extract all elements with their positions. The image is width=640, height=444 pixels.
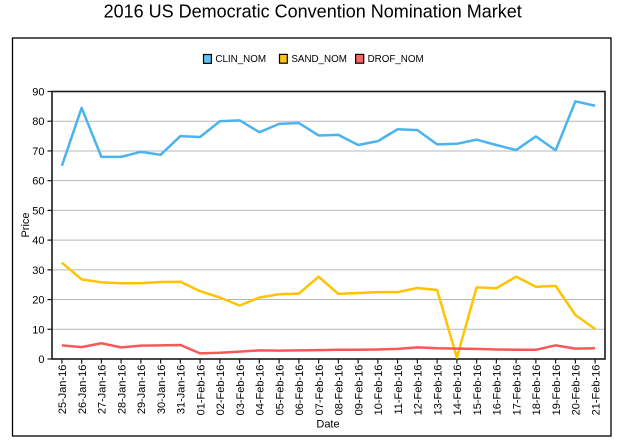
svg-text:30: 30 xyxy=(32,265,44,277)
svg-text:25-Jan-16: 25-Jan-16 xyxy=(57,365,69,415)
svg-text:01-Feb-16: 01-Feb-16 xyxy=(195,365,207,416)
svg-text:11-Feb-16: 11-Feb-16 xyxy=(393,365,405,415)
svg-text:Date: Date xyxy=(316,419,339,431)
svg-text:30-Jan-16: 30-Jan-16 xyxy=(156,365,168,415)
svg-text:Price: Price xyxy=(20,212,32,237)
svg-text:40: 40 xyxy=(32,235,44,247)
svg-text:03-Feb-16: 03-Feb-16 xyxy=(235,365,247,416)
svg-text:15-Feb-16: 15-Feb-16 xyxy=(472,365,484,416)
svg-text:07-Feb-16: 07-Feb-16 xyxy=(314,365,326,416)
svg-text:60: 60 xyxy=(32,176,44,188)
svg-text:17-Feb-16: 17-Feb-16 xyxy=(511,365,523,416)
svg-text:21-Feb-16: 21-Feb-16 xyxy=(590,365,602,416)
svg-text:10: 10 xyxy=(32,324,44,336)
svg-text:14-Feb-16: 14-Feb-16 xyxy=(452,365,464,416)
svg-text:50: 50 xyxy=(32,205,44,217)
svg-text:2016 US Democratic Convention: 2016 US Democratic Convention Nomination… xyxy=(104,2,522,22)
svg-text:05-Feb-16: 05-Feb-16 xyxy=(274,365,286,416)
svg-text:80: 80 xyxy=(32,116,44,128)
svg-text:27-Jan-16: 27-Jan-16 xyxy=(97,365,109,415)
svg-text:06-Feb-16: 06-Feb-16 xyxy=(294,365,306,416)
svg-text:SAND_NOM: SAND_NOM xyxy=(291,54,347,65)
svg-text:CLIN_NOM: CLIN_NOM xyxy=(215,54,266,65)
svg-text:20: 20 xyxy=(32,295,44,307)
svg-text:02-Feb-16: 02-Feb-16 xyxy=(215,365,227,416)
svg-text:DROF_NOM: DROF_NOM xyxy=(368,54,424,65)
svg-text:18-Feb-16: 18-Feb-16 xyxy=(531,365,543,416)
svg-text:90: 90 xyxy=(32,87,44,99)
svg-text:31-Jan-16: 31-Jan-16 xyxy=(176,365,188,415)
svg-text:10-Feb-16: 10-Feb-16 xyxy=(373,365,385,416)
svg-text:70: 70 xyxy=(32,146,44,158)
svg-text:19-Feb-16: 19-Feb-16 xyxy=(551,365,563,416)
svg-text:09-Feb-16: 09-Feb-16 xyxy=(353,365,365,416)
svg-text:26-Jan-16: 26-Jan-16 xyxy=(77,365,89,415)
svg-text:20-Feb-16: 20-Feb-16 xyxy=(571,365,583,416)
svg-text:16-Feb-16: 16-Feb-16 xyxy=(492,365,504,416)
svg-text:04-Feb-16: 04-Feb-16 xyxy=(255,365,267,416)
svg-text:08-Feb-16: 08-Feb-16 xyxy=(334,365,346,416)
svg-text:29-Jan-16: 29-Jan-16 xyxy=(136,365,148,415)
svg-text:13-Feb-16: 13-Feb-16 xyxy=(432,365,444,416)
svg-text:0: 0 xyxy=(38,354,44,366)
svg-text:12-Feb-16: 12-Feb-16 xyxy=(413,365,425,416)
svg-text:28-Jan-16: 28-Jan-16 xyxy=(116,365,128,415)
